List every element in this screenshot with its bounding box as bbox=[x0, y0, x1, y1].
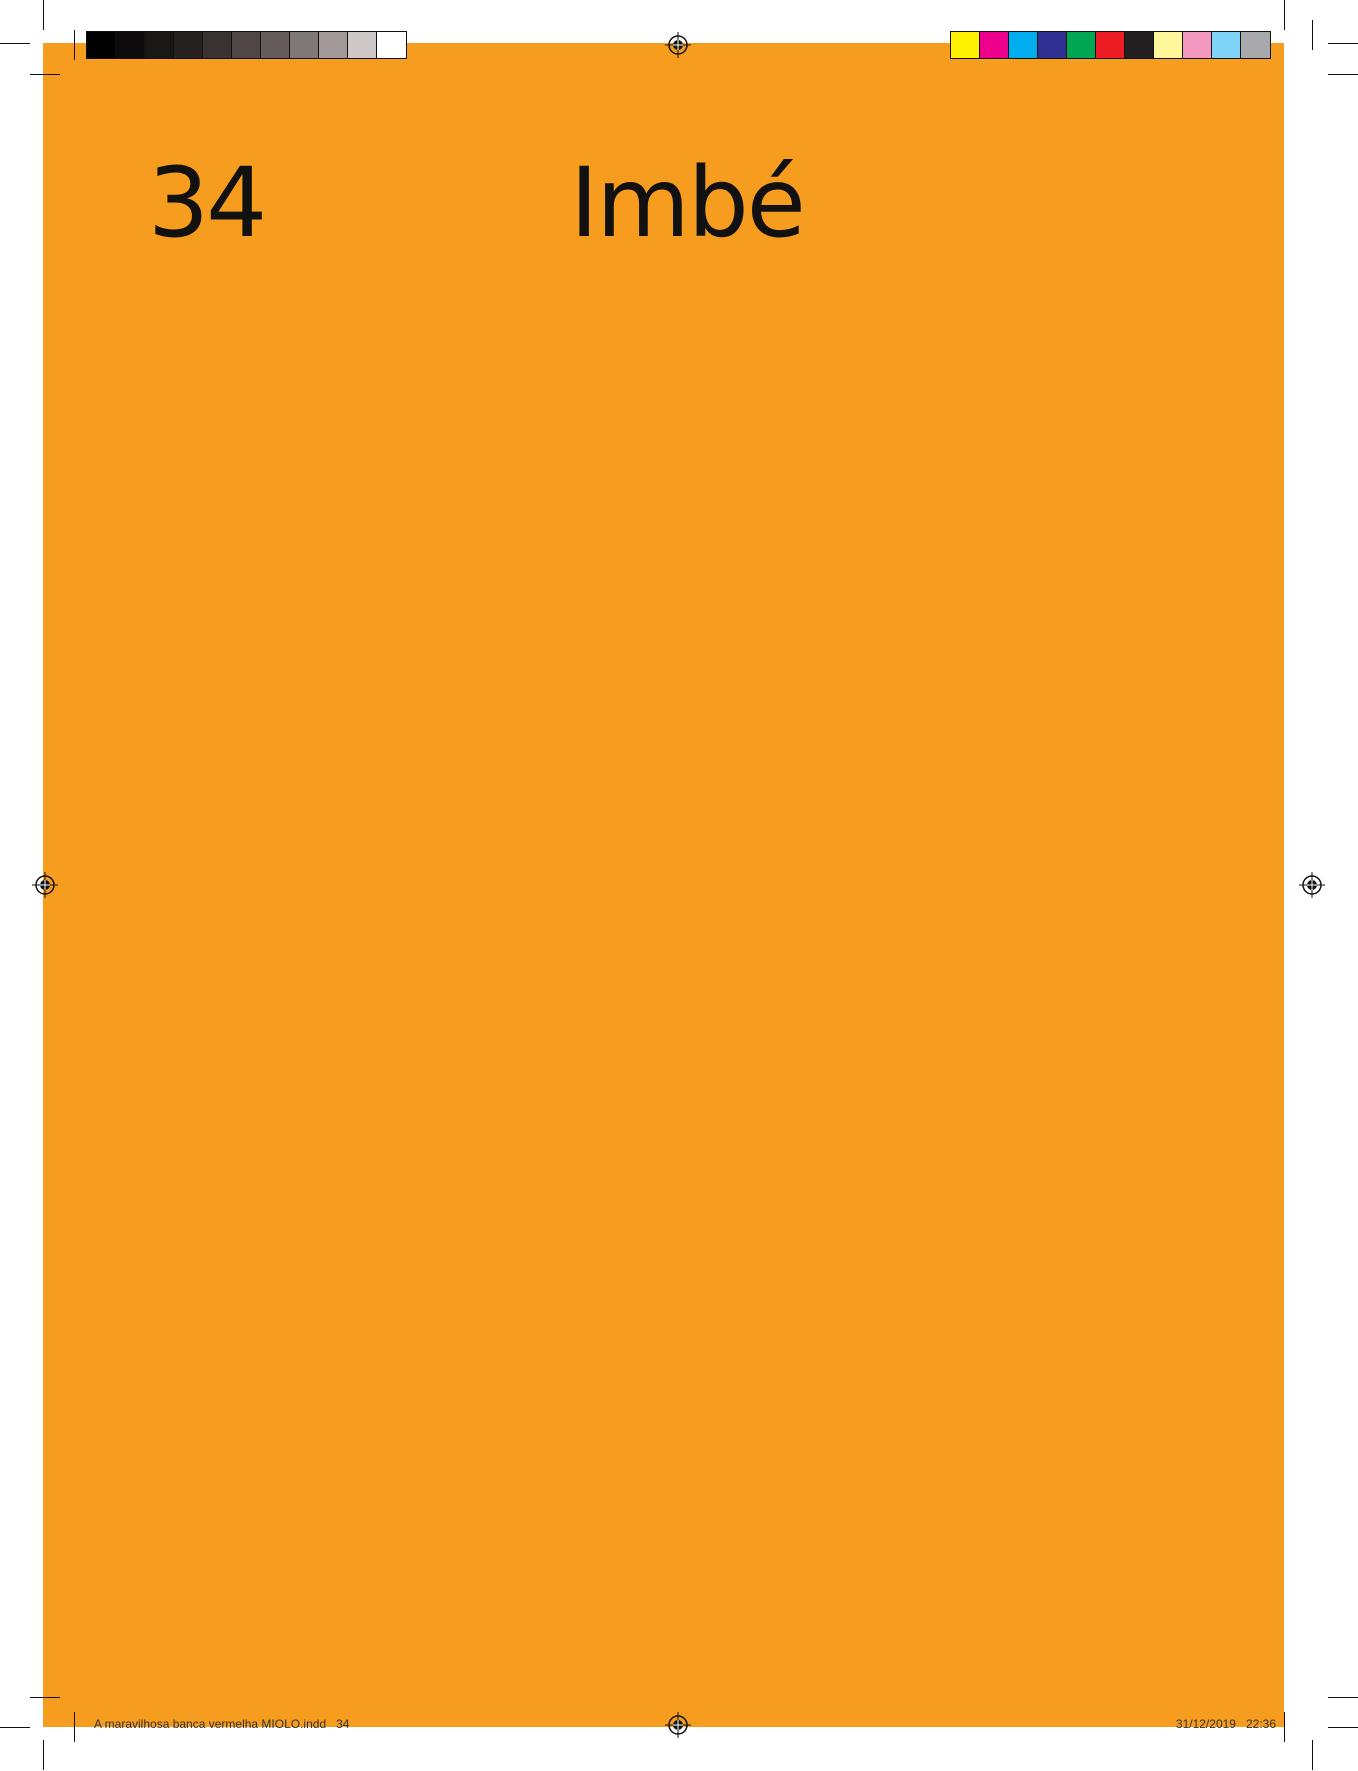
crop-mark-top-right-v2 bbox=[1312, 20, 1313, 50]
slug-file-info: A maravilhosa banca vermelha MIOLO.indd … bbox=[94, 1717, 350, 1731]
registration-mark-right-icon bbox=[1299, 872, 1325, 898]
gray-swatch bbox=[377, 32, 406, 58]
process-swatch bbox=[1125, 32, 1154, 58]
gray-scale-color-bar bbox=[86, 31, 407, 59]
gray-swatch bbox=[232, 32, 261, 58]
crop-mark-bottom-right-v bbox=[1284, 1712, 1285, 1742]
process-swatch bbox=[1067, 32, 1096, 58]
gray-swatch bbox=[290, 32, 319, 58]
crop-mark-top-right-h bbox=[1328, 43, 1358, 44]
crop-mark-bottom-left-v2 bbox=[43, 1740, 44, 1770]
process-swatch bbox=[1241, 32, 1270, 58]
registration-mark-top-icon bbox=[665, 32, 691, 58]
crop-mark-top-left-v2 bbox=[74, 30, 75, 60]
process-swatch bbox=[1212, 32, 1241, 58]
gray-swatch bbox=[203, 32, 232, 58]
chapter-title: Imbé bbox=[570, 147, 806, 259]
crop-mark-top-right-h2 bbox=[1328, 74, 1358, 75]
crop-mark-bottom-right-h2 bbox=[1328, 1727, 1358, 1728]
gray-swatch bbox=[261, 32, 290, 58]
gray-swatch bbox=[87, 32, 116, 58]
slug-date-info: 31/12/2019 22:36 bbox=[1175, 1717, 1276, 1731]
gray-swatch bbox=[319, 32, 348, 58]
registration-mark-bottom-icon bbox=[665, 1712, 691, 1738]
crop-mark-bottom-left-h2 bbox=[0, 1727, 30, 1728]
crop-mark-bottom-left-h bbox=[30, 1697, 60, 1698]
crop-mark-top-right-v bbox=[1284, 0, 1285, 30]
process-swatch bbox=[1154, 32, 1183, 58]
gray-swatch bbox=[174, 32, 203, 58]
crop-mark-bottom-left-v bbox=[74, 1712, 75, 1742]
crop-mark-top-left-h bbox=[0, 43, 30, 44]
process-swatch bbox=[980, 32, 1009, 58]
process-swatch bbox=[1096, 32, 1125, 58]
process-swatch bbox=[1038, 32, 1067, 58]
crop-mark-top-left-v bbox=[43, 0, 44, 30]
process-color-bar bbox=[950, 31, 1271, 59]
process-swatch bbox=[1183, 32, 1212, 58]
process-swatch bbox=[1009, 32, 1038, 58]
page-number: 34 bbox=[148, 147, 267, 259]
crop-mark-bottom-right-v2 bbox=[1312, 1740, 1313, 1770]
process-swatch bbox=[951, 32, 980, 58]
gray-swatch bbox=[348, 32, 377, 58]
page-background bbox=[43, 43, 1284, 1727]
gray-swatch bbox=[145, 32, 174, 58]
crop-mark-top-left-h2 bbox=[30, 74, 60, 75]
crop-mark-bottom-right-h bbox=[1328, 1697, 1358, 1698]
gray-swatch bbox=[116, 32, 145, 58]
registration-mark-left-icon bbox=[32, 872, 58, 898]
